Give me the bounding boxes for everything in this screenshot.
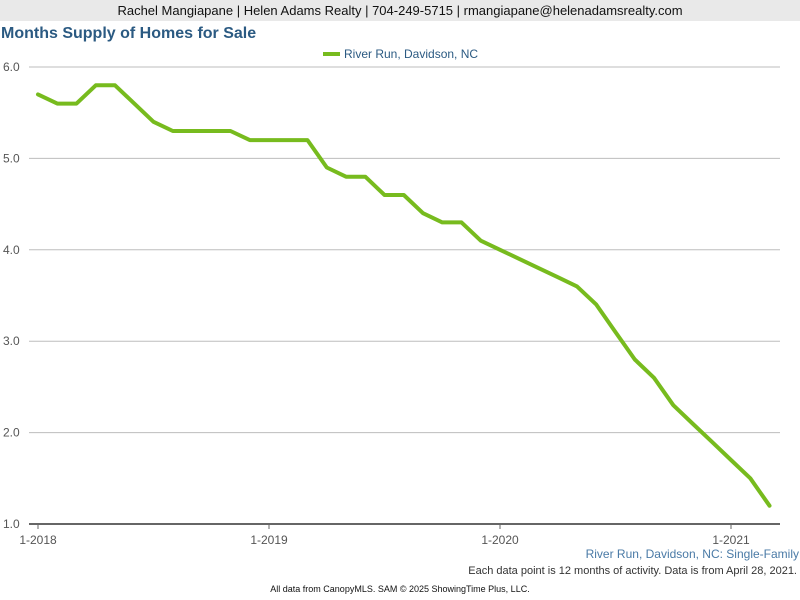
y-tick-label: 5.0 — [3, 151, 20, 165]
contact-header: Rachel Mangiapane | Helen Adams Realty |… — [0, 0, 800, 21]
y-tick-label: 6.0 — [3, 60, 20, 74]
series-line — [36, 83, 772, 508]
x-tick-label: 1-2018 — [19, 533, 57, 547]
y-tick-label: 3.0 — [3, 334, 20, 348]
legend-label: River Run, Davidson, NC — [344, 47, 479, 61]
y-tick-label: 4.0 — [3, 243, 20, 257]
chart-subtitle: River Run, Davidson, NC: Single-Family — [585, 547, 799, 561]
x-tick-label: 1-2020 — [481, 533, 519, 547]
data-note: Each data point is 12 months of activity… — [468, 565, 797, 577]
y-tick-label: 2.0 — [3, 426, 20, 440]
legend-swatch — [323, 51, 340, 56]
x-tick-label: 1-2019 — [250, 533, 288, 547]
y-tick-label: 1.0 — [3, 517, 20, 531]
x-tick-label: 1-2021 — [712, 533, 750, 547]
legend[interactable]: River Run, Davidson, NC — [323, 46, 478, 62]
chart-title: Months Supply of Homes for Sale — [1, 25, 257, 42]
footer-credit: All data from CanopyMLS. SAM © 2025 Show… — [270, 584, 530, 594]
